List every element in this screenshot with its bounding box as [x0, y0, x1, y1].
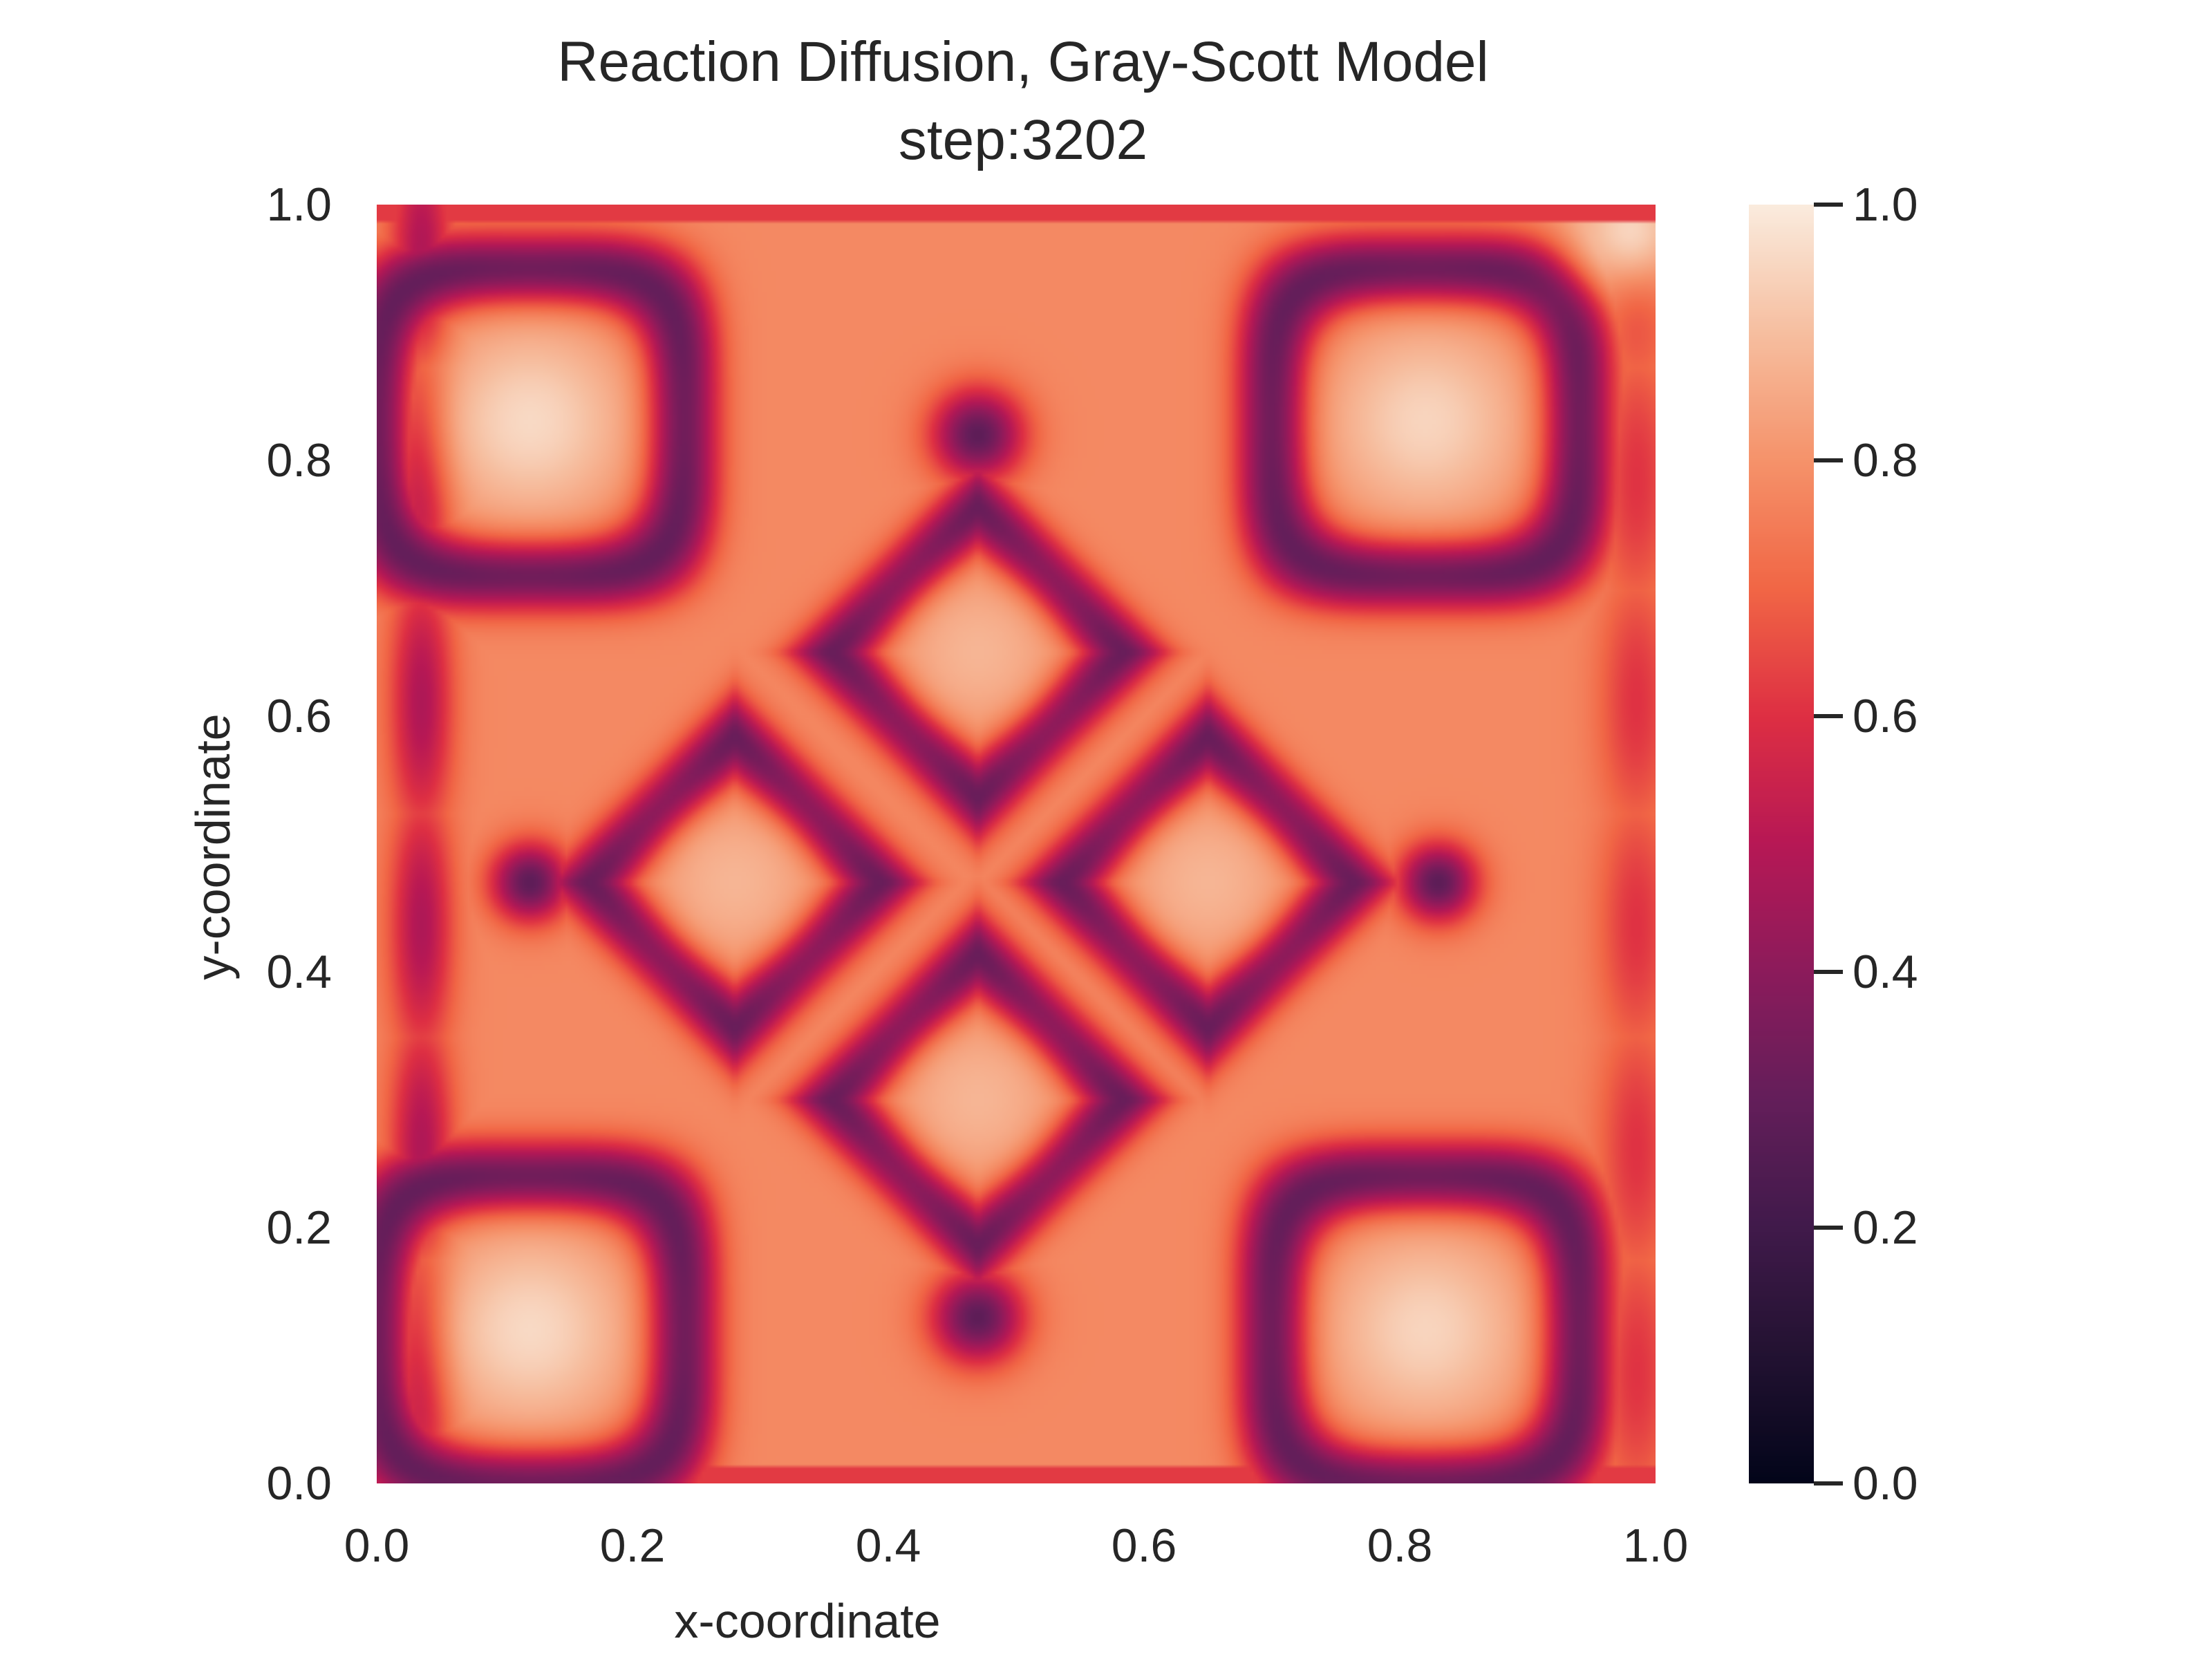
colorbar-tick-label: 0.6 [1853, 690, 1918, 742]
chart-title: Reaction Diffusion, Gray-Scott Model [557, 30, 1489, 93]
y-tick-label: 0.4 [266, 946, 332, 998]
y-tick-label: 0.6 [266, 690, 332, 742]
y-tick-label: 1.0 [266, 178, 332, 231]
y-tick-label: 0.8 [266, 434, 332, 487]
x-axis-label: x-coordinate [674, 1594, 941, 1648]
colorbar-tick-label: 0.4 [1853, 946, 1918, 998]
colorbar-tick-mark [1814, 1481, 1843, 1485]
colorbar [1749, 205, 1814, 1483]
y-tick-label: 0.2 [266, 1201, 332, 1254]
x-tick-label: 1.0 [1622, 1519, 1689, 1572]
colorbar-tick-label: 0.8 [1853, 434, 1918, 487]
chart-subtitle-step: step:3202 [898, 109, 1148, 171]
colorbar-tick-mark [1814, 458, 1843, 462]
x-tick-label: 0.8 [1367, 1519, 1433, 1572]
y-tick-label: 0.0 [266, 1457, 332, 1510]
colorbar-tick-mark [1814, 1226, 1843, 1230]
heatmap-plot-area [377, 205, 1656, 1483]
colorbar-tick-label: 0.0 [1853, 1457, 1918, 1510]
colorbar-tick-mark [1814, 970, 1843, 974]
colorbar-tick-mark [1814, 203, 1843, 207]
x-tick-label: 0.4 [855, 1519, 921, 1572]
colorbar-tick-label: 0.2 [1853, 1201, 1918, 1254]
colorbar-tick-label: 1.0 [1853, 178, 1918, 231]
x-tick-label: 0.0 [344, 1519, 410, 1572]
x-tick-label: 0.6 [1111, 1519, 1177, 1572]
colorbar-tick-mark [1814, 714, 1843, 718]
y-axis-label: y-coordinate [186, 713, 240, 980]
x-tick-label: 0.2 [599, 1519, 666, 1572]
